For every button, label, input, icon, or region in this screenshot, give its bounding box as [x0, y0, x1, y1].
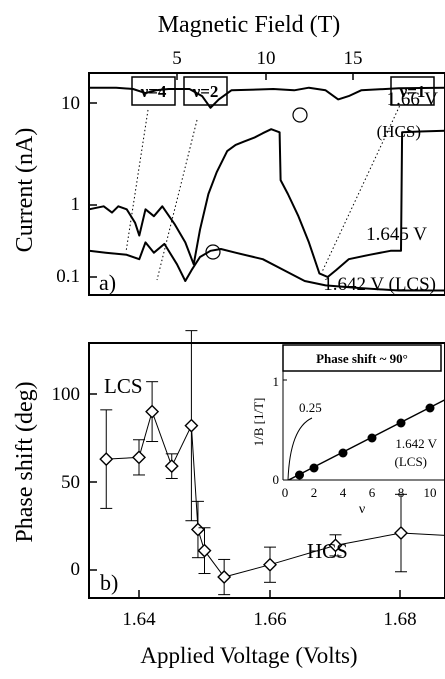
- data-point: [263, 557, 277, 572]
- inset-point: [425, 403, 435, 413]
- nu1-label: ν=1: [390, 76, 435, 106]
- panel-b-ylabel: Phase shift (deg): [12, 381, 38, 542]
- inset-title-box: [282, 344, 442, 372]
- svg-text:6: 6: [369, 485, 376, 500]
- series-label-1642: 1.642 V (LCS): [323, 274, 436, 295]
- panel-b-xtick: 1.64: [122, 609, 156, 630]
- panel-a-ytick: 10: [61, 93, 80, 114]
- inset-point: [367, 433, 377, 443]
- panel-b-xtick: 1.68: [383, 609, 416, 630]
- svg-text:0: 0: [282, 485, 289, 500]
- inset-xlabel: ν: [359, 502, 365, 517]
- data-point: [184, 418, 199, 433]
- data-point: [328, 538, 343, 553]
- inset-xticks: 0 2 4 6 8 10: [282, 485, 437, 500]
- panel-a-xtick: 5: [172, 48, 182, 69]
- svg-text:2: 2: [311, 485, 318, 500]
- panel-a-frame: [88, 72, 445, 296]
- crossing-marker: [205, 244, 221, 260]
- panel-b-ytick: 50: [61, 472, 80, 493]
- panel-a-ytick: 1: [71, 194, 81, 215]
- inset-points: [288, 399, 445, 481]
- phase-line: [106, 409, 445, 578]
- panel-a-label: a): [99, 270, 116, 295]
- data-point: [164, 459, 179, 474]
- inset-ylabel: 1/B [1/T]: [251, 398, 266, 447]
- panel-b-ytick: 0: [71, 559, 81, 580]
- panel-b: Phase shift (deg) 100 50 0 1.64 1.66 1.6…: [12, 330, 445, 668]
- panel-a: Magnetic Field (T) 5 10 15 Current (nA) …: [12, 12, 445, 296]
- series-label-166: 1.66 V: [387, 89, 439, 110]
- inset-point: [295, 470, 304, 480]
- svg-text:ν=1: ν=1: [399, 82, 426, 101]
- panel-b-ytick: 100: [52, 384, 81, 405]
- nu4-label: ν=4: [131, 76, 176, 106]
- svg-text:10: 10: [424, 485, 437, 500]
- annotation-hcs: HCS: [307, 539, 348, 563]
- filling-factor-guides: [125, 87, 409, 281]
- inset-point: [338, 448, 348, 458]
- data-point: [190, 522, 205, 537]
- panel-a-ylabel: Current (nA): [12, 128, 38, 253]
- series-label-1645: 1.645 V: [366, 224, 427, 245]
- panel-b-points: [99, 330, 445, 596]
- panel-b-ticks: [89, 393, 401, 598]
- data-point: [145, 404, 160, 419]
- panel-a-ticks: [89, 73, 354, 278]
- crossing-marker: [292, 107, 308, 123]
- inset-ytick: 1: [273, 374, 280, 389]
- panel-a-title: Magnetic Field (T): [158, 12, 341, 38]
- data-point: [197, 543, 212, 558]
- data-point: [394, 526, 408, 541]
- inset-point: [309, 463, 319, 473]
- inset-title: Phase shift ~ 90°: [316, 351, 408, 366]
- panel-b-xlabel: Applied Voltage (Volts): [140, 643, 357, 668]
- svg-text:4: 4: [340, 485, 347, 500]
- inset-point: [396, 418, 406, 428]
- panel-a-traces: [88, 86, 445, 292]
- inset-annotation-025: 0.25: [299, 400, 322, 415]
- annotation-lcs: LCS: [104, 374, 143, 398]
- data-point: [132, 450, 146, 465]
- series-line-1: [88, 128, 445, 278]
- panel-a-xtick: 10: [257, 48, 276, 69]
- inset-ytick: 0: [273, 472, 280, 487]
- data-point: [217, 570, 232, 585]
- series-line-0: [89, 86, 445, 109]
- panel-b-frame: [88, 342, 445, 599]
- panel-b-xtick: 1.66: [253, 609, 286, 630]
- series-label-hcs: (HCS): [377, 122, 421, 141]
- data-point: [99, 452, 114, 467]
- panel-a-xtick: 15: [344, 48, 363, 69]
- panel-a-ytick: 0.1: [56, 266, 80, 287]
- inset-annotation-lcs: (LCS): [395, 454, 428, 469]
- panel-b-label: b): [100, 570, 118, 595]
- inset-annotation-voltage: 1.642 V: [395, 436, 437, 451]
- svg-text:8: 8: [398, 485, 405, 500]
- inset-chart: Phase shift ~ 90° 1 0 1/B [1/T] 0 2 4 6 …: [251, 344, 445, 517]
- series-line-2: [88, 241, 445, 292]
- svg-text:ν=2: ν=2: [192, 82, 219, 101]
- inset-guide-curve: [287, 417, 313, 481]
